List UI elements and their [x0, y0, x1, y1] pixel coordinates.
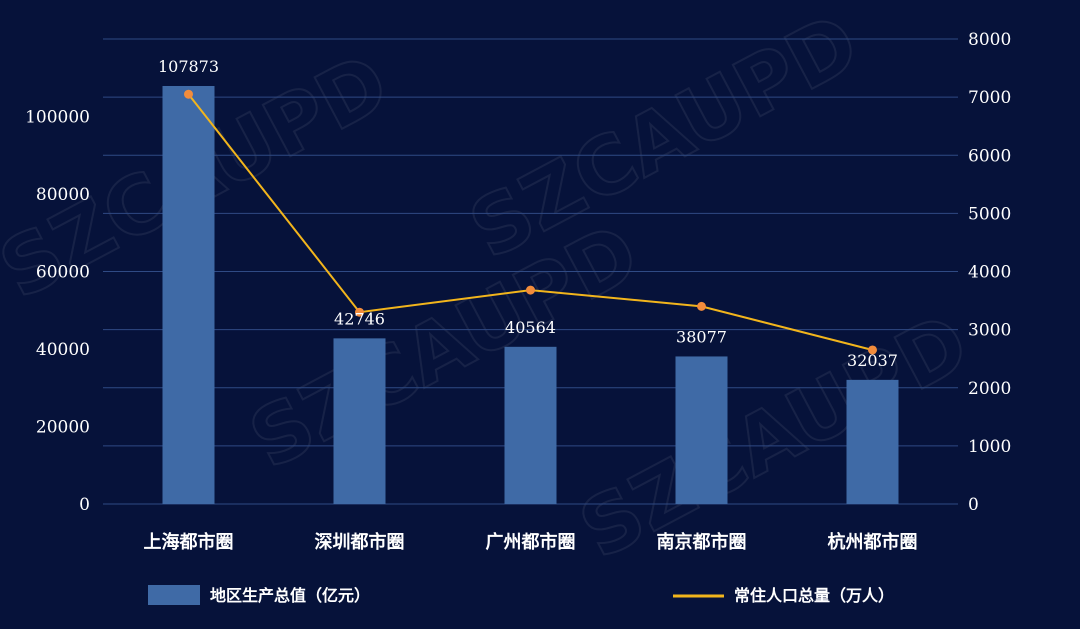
- right-tick-label: 2000: [968, 379, 1011, 399]
- watermark-text: SZCAUPD: [235, 206, 653, 487]
- data-label: 40564: [505, 318, 556, 337]
- left-tick-label: 0: [79, 495, 90, 515]
- left-tick-label: 60000: [36, 263, 90, 283]
- line-point: [526, 285, 535, 295]
- category-label: 南京都市圈: [657, 531, 747, 553]
- category-label: 深圳都市圈: [315, 531, 405, 553]
- watermark-text: SZCAUPD: [565, 296, 983, 577]
- right-tick-label: 0: [968, 495, 979, 515]
- right-axis-ticks: 0 1000 2000 3000 4000 5000 6000 7000 8000: [968, 30, 1011, 515]
- data-label: 107873: [158, 57, 219, 76]
- line-point: [184, 89, 193, 99]
- right-tick-label: 8000: [968, 30, 1011, 50]
- bar: [675, 356, 728, 504]
- bar: [333, 338, 386, 504]
- watermark-text: SZCAUPD: [455, 0, 873, 277]
- watermark-layer: SZCAUPDSZCAUPDSZCAUPDSZCAUPD: [0, 0, 984, 578]
- legend-bar-swatch: [148, 585, 200, 605]
- left-tick-label: 80000: [36, 185, 90, 205]
- right-tick-label: 3000: [968, 321, 1011, 341]
- category-label: 上海都市圈: [144, 531, 234, 553]
- left-axis-ticks: 0 20000 40000 60000 80000 100000: [25, 108, 90, 516]
- data-labels: 107873 42746 40564 38077 32037: [158, 57, 898, 370]
- bar: [162, 85, 215, 504]
- legend-bar-label: 地区生产总值（亿元）: [210, 586, 370, 605]
- right-tick-label: 7000: [968, 88, 1011, 108]
- data-label: 32037: [847, 351, 898, 370]
- category-label: 广州都市圈: [486, 531, 576, 553]
- left-tick-label: 100000: [25, 108, 90, 128]
- right-tick-label: 5000: [968, 204, 1011, 224]
- data-label: 38077: [676, 327, 727, 346]
- line-point: [868, 345, 877, 355]
- left-tick-label: 20000: [36, 418, 90, 438]
- legend-line-label: 常住人口总量（万人）: [734, 586, 894, 605]
- x-axis-categories: 上海都市圈 深圳都市圈 广州都市圈 南京都市圈 杭州都市圈: [144, 531, 918, 553]
- bar: [846, 379, 899, 504]
- left-tick-label: 40000: [36, 340, 90, 360]
- right-tick-label: 4000: [968, 263, 1011, 283]
- line-point: [697, 301, 706, 311]
- bar-series: [162, 85, 899, 504]
- data-label: 42746: [334, 309, 385, 328]
- line-series: [184, 89, 877, 355]
- line-point: [355, 307, 364, 317]
- legend: 地区生产总值（亿元） 常住人口总量（万人）: [148, 585, 894, 605]
- right-tick-label: 6000: [968, 146, 1011, 166]
- right-tick-label: 1000: [968, 437, 1011, 457]
- bar: [504, 346, 557, 504]
- category-label: 杭州都市圈: [828, 531, 918, 553]
